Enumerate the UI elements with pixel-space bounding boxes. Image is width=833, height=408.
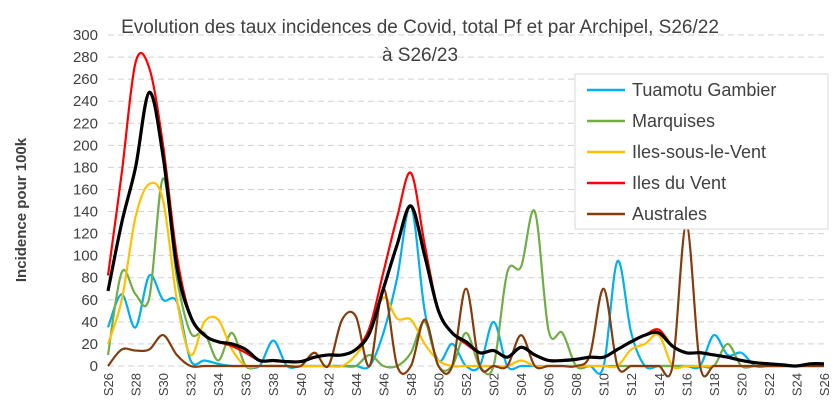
y-tick-label: 180 [73, 159, 98, 176]
legend-label: Iles-sous-le-Vent [632, 142, 766, 162]
series-line [106, 90, 825, 368]
y-tick-label: 280 [73, 49, 98, 66]
x-tick-label: S34 [211, 373, 226, 396]
x-tick-label: S42 [321, 373, 336, 396]
x-tick-label: S36 [239, 373, 254, 396]
x-tick-label: S52 [459, 373, 474, 396]
x-tick-label: S46 [376, 373, 391, 396]
x-tick-label: S10 [597, 373, 612, 396]
x-tick-label: S06 [542, 373, 557, 396]
x-tick-label: S40 [294, 373, 309, 396]
legend-label: Australes [632, 204, 707, 224]
y-tick-label: 100 [73, 248, 98, 265]
y-tick-label: 200 [73, 137, 98, 154]
y-tick-label: 40 [81, 314, 98, 331]
y-tick-label: 220 [73, 115, 98, 132]
x-tick-label: S18 [707, 373, 722, 396]
x-tick-label: S22 [762, 373, 777, 396]
x-tick-label: S48 [404, 373, 419, 396]
x-tick-label: S16 [679, 373, 694, 396]
y-tick-label: 140 [73, 204, 98, 221]
y-tick-label: 300 [73, 27, 98, 44]
x-tick-label: S12 [624, 373, 639, 396]
y-tick-label: 160 [73, 181, 98, 198]
y-tick-label: 20 [81, 336, 98, 353]
x-tick-label: S44 [349, 373, 364, 396]
chart-title: Evolution des taux incidences de Covid, … [121, 17, 719, 66]
legend-label: Marquises [632, 111, 715, 131]
x-tick-label: S04 [514, 373, 529, 396]
legend-label: Tuamotu Gambier [632, 80, 776, 100]
x-tick-label: S38 [266, 373, 281, 396]
y-tick-label: 240 [73, 93, 98, 110]
x-tick-label: S26 [101, 373, 116, 396]
y-tick-label: 0 [90, 358, 98, 375]
x-tick-label: S26 [817, 373, 832, 396]
x-tick-label: S14 [652, 373, 667, 396]
x-tick-label: S08 [569, 373, 584, 396]
x-tick-label: S20 [734, 373, 749, 396]
series-line [106, 181, 824, 370]
x-tick-label: S30 [156, 373, 171, 396]
x-tick-label: S28 [129, 373, 144, 396]
y-tick-label: 80 [81, 270, 98, 287]
y-tick-label: 60 [81, 292, 98, 309]
series-line [107, 223, 824, 378]
x-tick-label: S02 [487, 373, 502, 396]
y-tick-label: 260 [73, 71, 98, 88]
y-tick-label: 120 [73, 226, 98, 243]
y-axis-label: Incidence pour 100k [13, 137, 30, 282]
legend-label: Iles du Vent [632, 173, 726, 193]
x-tick-label: S50 [431, 373, 446, 396]
x-tick-label: S32 [184, 373, 199, 396]
x-tick-label: S24 [789, 373, 804, 396]
